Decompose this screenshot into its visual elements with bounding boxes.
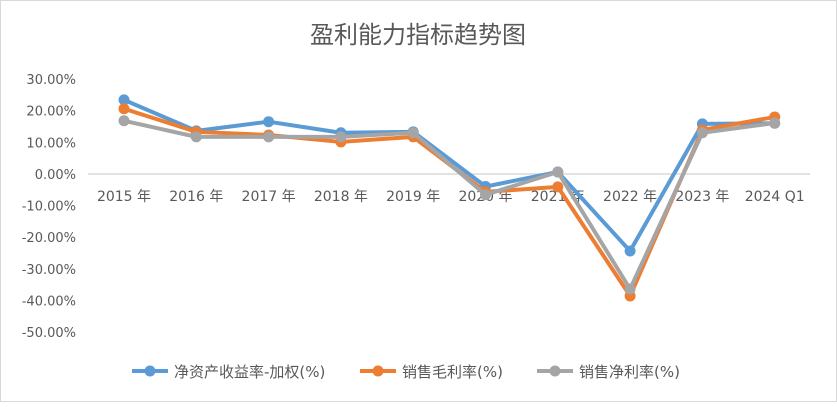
data-point xyxy=(480,189,491,201)
data-point xyxy=(552,166,564,178)
chart-title: 盈利能力指标趋势图 xyxy=(310,21,526,49)
legend-item: 销售毛利率(%) xyxy=(360,363,503,381)
legend-label: 净资产收益率-加权(%) xyxy=(174,363,325,381)
data-point xyxy=(407,127,419,139)
x-tick-label: 2019 年 xyxy=(386,189,440,205)
y-tick-label: 0.00% xyxy=(35,168,76,183)
y-tick-label: -30.00% xyxy=(22,263,76,278)
x-tick-label: 2023 年 xyxy=(675,189,729,205)
y-tick-label: 20.00% xyxy=(26,105,76,120)
legend-marker xyxy=(372,365,384,377)
legend-marker xyxy=(144,365,156,377)
data-point xyxy=(263,116,275,128)
data-point xyxy=(624,283,636,295)
y-tick-label: 30.00% xyxy=(26,73,76,88)
series-2 xyxy=(118,115,781,295)
x-tick-label: 2017 年 xyxy=(242,189,296,205)
legend-label: 销售毛利率(%) xyxy=(402,363,503,381)
data-point xyxy=(190,131,202,143)
legend-item: 销售净利率(%) xyxy=(537,363,680,381)
legend-label: 销售净利率(%) xyxy=(579,363,680,381)
data-point xyxy=(624,245,636,257)
series-line xyxy=(123,118,775,291)
x-tick-label: 2015 年 xyxy=(97,189,151,205)
data-point xyxy=(552,181,564,193)
data-point xyxy=(118,115,130,127)
data-point xyxy=(263,131,275,143)
x-tick-label: 2016 年 xyxy=(169,189,223,205)
y-tick-label: -50.00% xyxy=(22,326,76,341)
data-point xyxy=(769,117,781,129)
x-tick-label: 2024 Q1 xyxy=(745,189,805,205)
x-tick-label: 2018 年 xyxy=(314,189,368,205)
data-point xyxy=(118,103,130,115)
legend-marker xyxy=(549,365,561,377)
series-line xyxy=(123,98,775,254)
y-tick-label: -20.00% xyxy=(22,231,76,246)
x-tick-label: 2022 年 xyxy=(603,189,657,205)
y-tick-label: -40.00% xyxy=(22,294,76,309)
legend-item: 净资产收益率-加权(%) xyxy=(132,363,325,381)
data-point xyxy=(335,131,347,143)
y-tick-label: -10.00% xyxy=(22,200,76,215)
data-point xyxy=(118,94,130,106)
data-point xyxy=(696,127,708,139)
y-tick-label: 10.00% xyxy=(26,136,76,151)
